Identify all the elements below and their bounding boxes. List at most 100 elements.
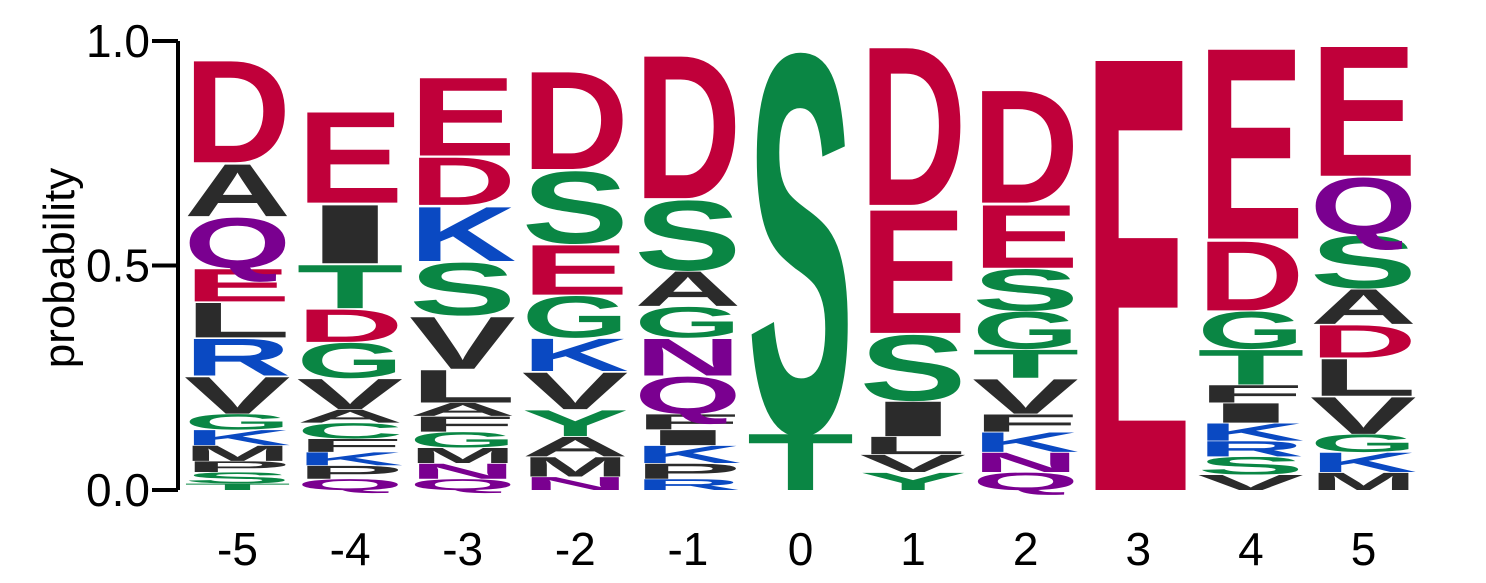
logo-letter-T: T bbox=[972, 341, 1079, 386]
logo-letter-E: E bbox=[522, 231, 629, 311]
y-tick-label: 1.0 bbox=[86, 15, 150, 67]
logo-letter-F: F bbox=[1197, 380, 1304, 408]
logo-letter-L: L bbox=[1310, 348, 1417, 407]
logo-letter-T: T bbox=[184, 482, 291, 492]
x-tick-label: -5 bbox=[217, 523, 258, 575]
logo-letter-Q: Q bbox=[972, 468, 1079, 496]
x-tick-label: -1 bbox=[667, 523, 708, 575]
logo-letter-T: T bbox=[1197, 340, 1304, 396]
y-tick-label: 0.5 bbox=[86, 240, 150, 292]
logo-letter-D: D bbox=[522, 42, 629, 200]
logo-letter-S: S bbox=[1197, 452, 1304, 480]
logo-letter-D: D bbox=[634, 12, 741, 242]
logo-letter-V: V bbox=[297, 370, 404, 419]
logo-letter-M: M bbox=[522, 451, 629, 482]
logo-letter-G: G bbox=[409, 428, 516, 452]
logo-column-0: TS bbox=[747, 0, 854, 547]
logo-letter-V: V bbox=[409, 302, 516, 385]
logo-letter-E: E bbox=[184, 259, 291, 311]
logo-letter-V: V bbox=[184, 366, 291, 425]
logo-letter-F: F bbox=[297, 435, 404, 456]
x-tick-label: 5 bbox=[1351, 523, 1377, 575]
logo-letter-L: L bbox=[409, 360, 516, 412]
logo-letter-Y: Y bbox=[860, 468, 967, 496]
logo-letter-G: G bbox=[634, 298, 741, 347]
logo-letter-V: V bbox=[522, 362, 629, 421]
logo-letter-S: S bbox=[184, 469, 291, 486]
logo-letter-P: P bbox=[634, 459, 741, 483]
logo-letter-V: V bbox=[860, 450, 967, 478]
logo-letter-G: G bbox=[297, 332, 404, 388]
logo-letter-D: D bbox=[409, 143, 516, 220]
x-tick-label: -4 bbox=[330, 523, 371, 575]
logo-letter-S: S bbox=[972, 257, 1079, 323]
logo-letter-L: L bbox=[860, 432, 967, 460]
logo-letter-A: A bbox=[522, 431, 629, 463]
logo-letter-R: R bbox=[184, 327, 291, 387]
logo-letter-E: E bbox=[1085, 0, 1192, 583]
logo-letter-I: I bbox=[297, 187, 404, 281]
logo-letter-A: A bbox=[297, 406, 404, 427]
logo-letter-S: S bbox=[634, 180, 741, 291]
logo-letter-N: N bbox=[522, 473, 629, 494]
logo-letter-Q: Q bbox=[184, 204, 291, 284]
logo-letter-T: T bbox=[297, 252, 404, 322]
x-tick-label: 3 bbox=[1126, 523, 1152, 575]
logo-letter-K: K bbox=[634, 441, 741, 469]
logo-letter-F: F bbox=[634, 410, 741, 434]
y-axis-label: probability bbox=[35, 168, 84, 369]
logo-letter-E: E bbox=[297, 85, 404, 232]
logo-letter-M: M bbox=[409, 443, 516, 467]
logo-letter-T: T bbox=[747, 416, 854, 507]
logo-letter-K: K bbox=[1310, 447, 1417, 479]
x-tick-label: 4 bbox=[1238, 523, 1264, 575]
logo-column-3: E bbox=[1085, 0, 1192, 583]
logo-letter-D: D bbox=[1310, 316, 1417, 368]
logo-letter-D: D bbox=[972, 55, 1079, 237]
logo-letter-Q: Q bbox=[297, 476, 404, 494]
logo-letter-N: N bbox=[634, 327, 741, 387]
logo-letter-S: S bbox=[747, 0, 854, 547]
logo-letter-K: K bbox=[297, 448, 404, 469]
x-tick-label: 1 bbox=[900, 523, 926, 575]
logo-letter-K: K bbox=[522, 329, 629, 381]
x-tick-label: 2 bbox=[1013, 523, 1039, 575]
logo-letter-I: I bbox=[1197, 397, 1304, 428]
logo-letter-S: S bbox=[860, 315, 967, 420]
logo-letter-D: D bbox=[1197, 220, 1304, 331]
logo-letter-E: E bbox=[972, 186, 1079, 287]
y-tick-label: 0.0 bbox=[86, 464, 150, 516]
logo-letter-F: F bbox=[409, 412, 516, 436]
logo-letter-G: G bbox=[184, 410, 291, 434]
logo-letter-E: E bbox=[860, 172, 967, 370]
logo-letter-R: R bbox=[634, 476, 741, 493]
logo-letter-Q: Q bbox=[1310, 161, 1417, 251]
logo-letter-V: V bbox=[972, 369, 1079, 425]
logo-letter-Q: Q bbox=[634, 366, 741, 425]
logo-letter-E: E bbox=[1197, 0, 1304, 297]
logo-letter-K: K bbox=[1197, 418, 1304, 446]
logo-letter-I: I bbox=[634, 425, 741, 449]
logo-letter-A: A bbox=[1310, 279, 1417, 335]
logo-letter-G: G bbox=[1197, 301, 1304, 360]
logo-letter-C: C bbox=[297, 419, 404, 443]
logo-letter-K: K bbox=[409, 191, 516, 278]
logo-letter-N: N bbox=[409, 459, 516, 483]
x-tick-label: 0 bbox=[788, 523, 814, 575]
logo-letter-F: F bbox=[972, 409, 1079, 437]
x-tick-labels: -5 -4 -3 -2 -1 0 1 2 3 4 5 bbox=[217, 523, 1376, 575]
logo-letter-Y: Y bbox=[522, 402, 629, 444]
logo-letter-K: K bbox=[184, 426, 291, 450]
logo-letter-G: G bbox=[972, 301, 1079, 360]
logo-letter-M: M bbox=[184, 441, 291, 465]
logo-letter-R: R bbox=[1197, 437, 1304, 461]
logo-letter-D: D bbox=[297, 300, 404, 352]
